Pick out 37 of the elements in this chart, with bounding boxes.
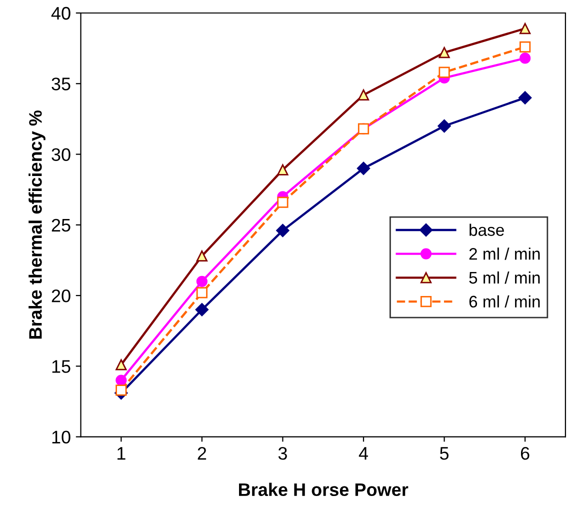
legend-label: 6 ml / min (469, 295, 540, 308)
point (196, 287, 208, 298)
y-tick-label: 20 (52, 289, 70, 302)
x-tick-label: 2 (198, 447, 206, 460)
y-tick-label: 15 (52, 360, 70, 373)
point (196, 250, 208, 262)
point (356, 162, 370, 175)
point (116, 384, 127, 396)
y-tick-label: 40 (51, 6, 70, 20)
point (520, 52, 531, 64)
point (438, 47, 450, 58)
y-axis-title: Brake thermal efficiency % (28, 110, 46, 339)
point (518, 91, 532, 104)
x-axis-title: Brake H orse Power (239, 482, 408, 496)
x-tick-label: 3 (278, 447, 287, 460)
legend-label: 2 ml / min (469, 248, 540, 260)
point (277, 164, 288, 176)
legend-label: base (470, 224, 504, 236)
y-tick-label: 35 (52, 78, 70, 90)
y-tick-label: 25 (52, 218, 70, 232)
point (196, 276, 208, 287)
point (195, 303, 209, 316)
point (116, 374, 127, 386)
point (276, 224, 290, 238)
point (438, 119, 451, 133)
x-tick-label: 4 (358, 447, 368, 460)
x-tick-label: 1 (118, 447, 126, 460)
point (277, 196, 288, 208)
point (438, 66, 450, 78)
point (520, 22, 531, 34)
legend-label: 5 ml / min (469, 271, 540, 284)
y-tick-label: 10 (52, 430, 70, 444)
y-tick-label: 30 (52, 148, 70, 161)
x-tick-label: 6 (520, 447, 530, 460)
point (116, 359, 127, 370)
point (358, 89, 370, 100)
x-tick-label: 5 (440, 447, 449, 460)
